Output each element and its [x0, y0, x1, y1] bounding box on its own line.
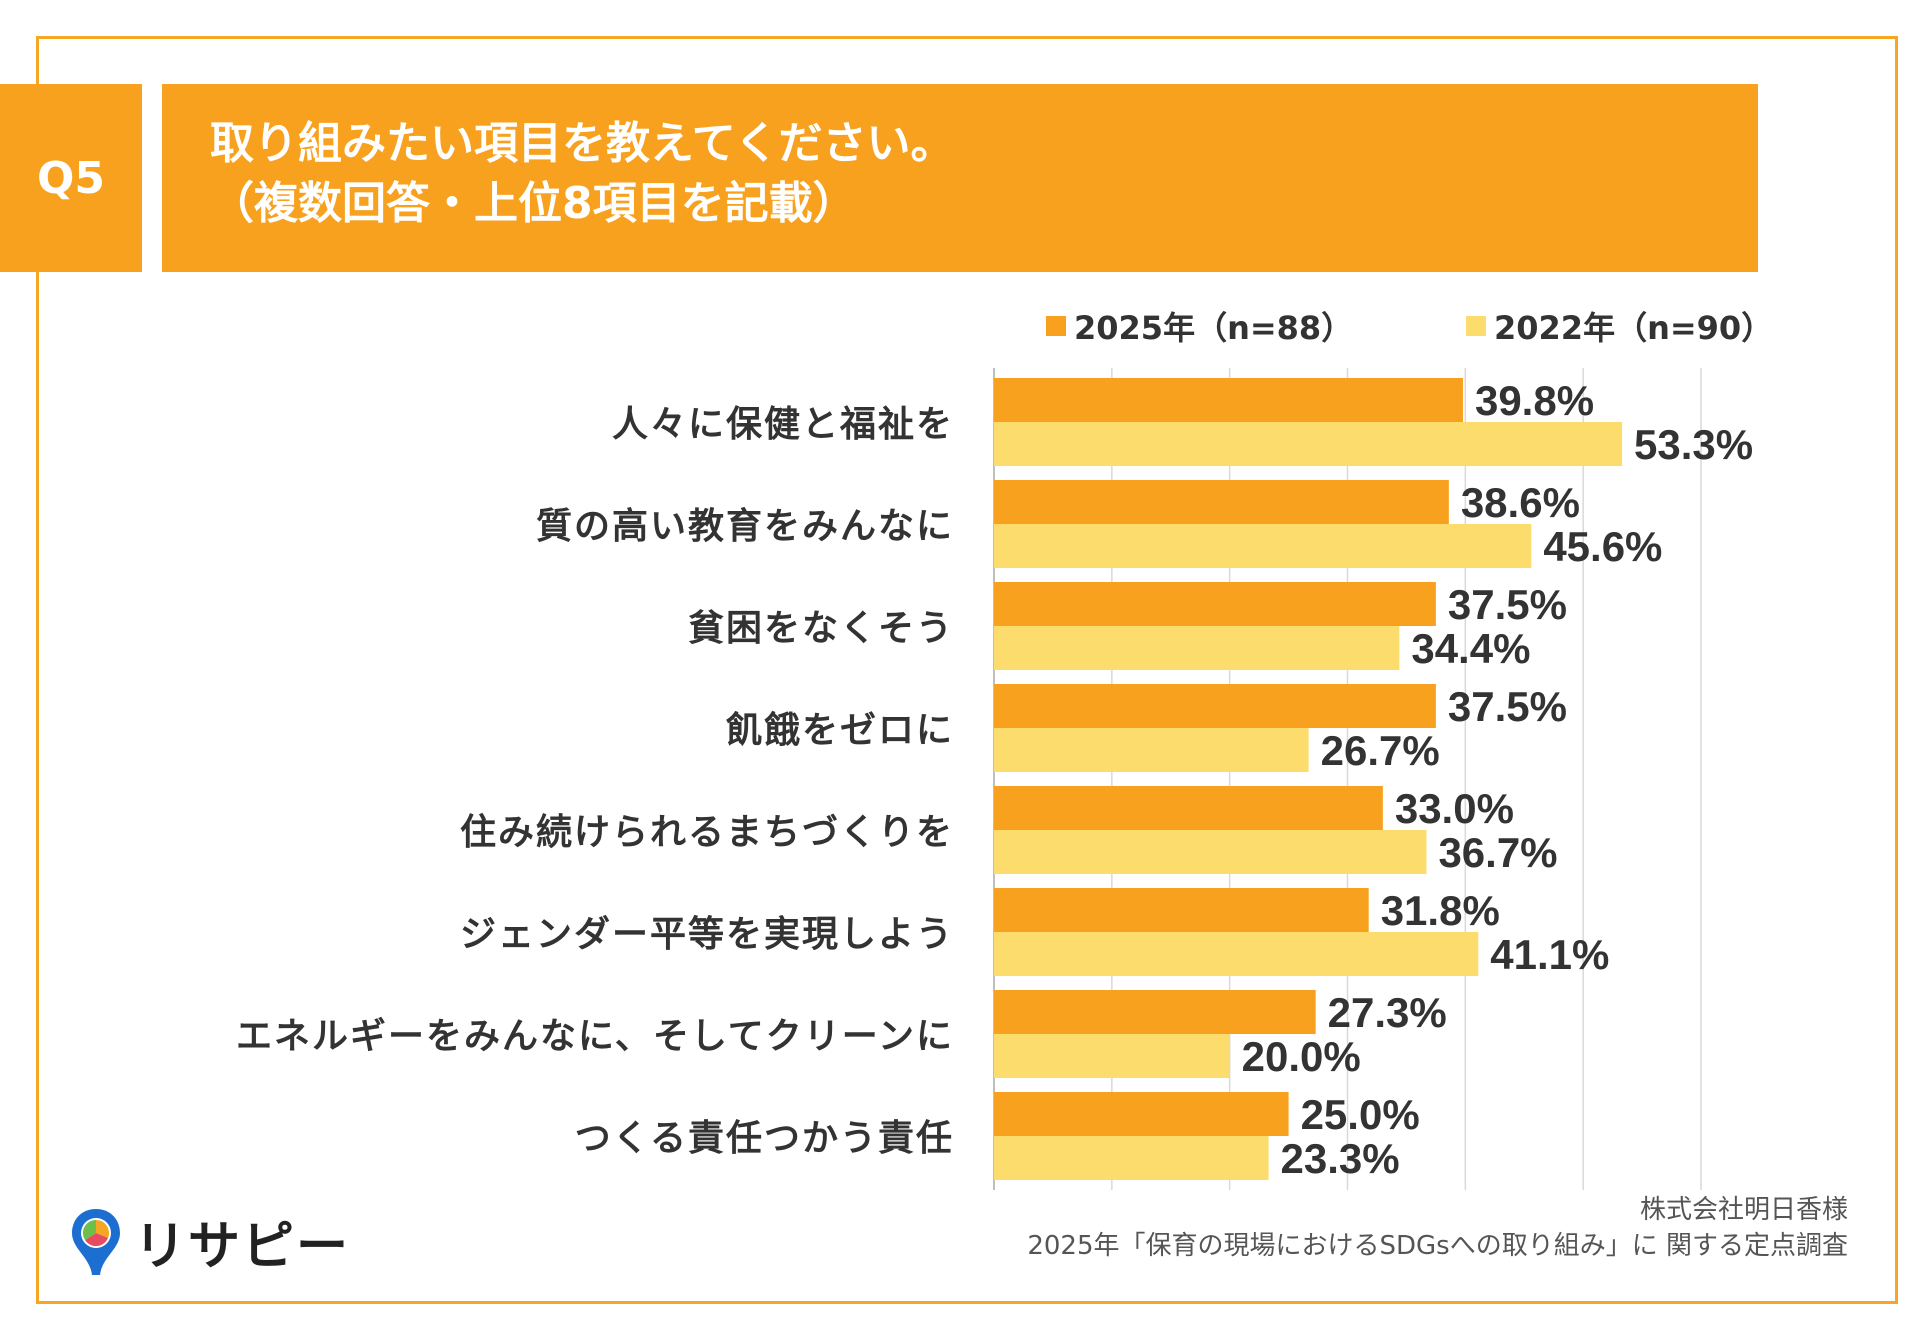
data-label: 20.0% [1242, 1033, 1361, 1080]
data-label: 25.0% [1301, 1091, 1420, 1138]
question-number: Q5 [36, 152, 106, 204]
data-label: 27.3% [1328, 989, 1447, 1036]
category-label: ジェンダー平等を実現しよう [460, 914, 954, 955]
bar-2025 [994, 378, 1463, 422]
bar-2022 [994, 1034, 1230, 1078]
source-survey: 2025年「保育の現場におけるSDGsへの取り組み」に 関する定点調査 [1027, 1231, 1848, 1261]
data-label: 38.6% [1461, 479, 1580, 526]
question-badge: Q5 [0, 84, 142, 272]
source-note: 株式会社明日香様 2025年「保育の現場におけるSDGsへの取り組み」に 関する… [1027, 1192, 1848, 1264]
bar-layer [994, 378, 1623, 1180]
bar-2025 [994, 888, 1369, 932]
title-band: 取り組みたい項目を教えてください。 （複数回答・上位8項目を記載） [162, 84, 1758, 272]
category-label: つくる責任つかう責任 [575, 1118, 954, 1159]
data-label: 45.6% [1543, 523, 1662, 570]
category-label: 貧困をなくそう [688, 608, 954, 649]
bar-2022 [994, 1136, 1269, 1180]
category-label: エネルギーをみんなに、そしてクリーンに [236, 1016, 954, 1057]
data-label: 23.3% [1281, 1135, 1400, 1182]
bar-2022 [994, 524, 1532, 568]
question-title: 取り組みたい項目を教えてください。 [210, 118, 955, 169]
map-pin-icon [72, 1208, 120, 1275]
logo-text: リサピー [134, 1217, 351, 1277]
label-layer: 人々に保健と福祉を 39.8% 53.3% 質の高い教育をみんなに 38.6%45.6%… [236, 377, 1753, 1182]
data-label: 41.1% [1490, 931, 1609, 978]
question-subtitle: （複数回答・上位8項目を記載） [210, 178, 857, 229]
legend-label-2022: 2022年（n=90） [1494, 309, 1774, 347]
page-frame [36, 36, 1898, 1304]
category-label: 質の高い教育をみんなに [536, 506, 954, 547]
category-label: 住み続けられるまちづくりを [460, 812, 954, 853]
logo: リサピー [68, 1204, 350, 1279]
legend-item-2025: 2025年（n=88） [1046, 303, 1353, 349]
data-label: 34.4% [1411, 625, 1530, 672]
data-label: 37.5% [1448, 581, 1567, 628]
bar-2022 [994, 422, 1623, 466]
bar-2022 [994, 626, 1400, 670]
data-label: 26.7% [1321, 727, 1440, 774]
legend-swatch-2022 [1466, 316, 1486, 336]
bar-2025 [994, 786, 1383, 830]
bar-2025 [994, 684, 1436, 728]
bar-2022 [994, 728, 1309, 772]
bar-2022 [994, 830, 1427, 874]
bar-2025 [994, 1092, 1289, 1136]
data-label: 39.8% [1475, 377, 1594, 424]
data-label: 33.0% [1395, 785, 1514, 832]
data-label: 36.7% [1438, 829, 1557, 876]
legend-swatch-2025 [1046, 316, 1066, 336]
legend-label-2025: 2025年（n=88） [1074, 309, 1354, 347]
data-label: 53.3% [1634, 421, 1753, 468]
source-client: 株式会社明日香様 [1639, 1195, 1848, 1225]
data-label: 31.8% [1381, 887, 1500, 934]
data-label: 37.5% [1448, 683, 1567, 730]
bar-2022 [994, 932, 1479, 976]
category-label: 人々に保健と福祉を [612, 404, 954, 445]
bar-2025 [994, 480, 1449, 524]
bar-2025 [994, 582, 1436, 626]
category-label: 飢餓をゼロに [726, 710, 954, 751]
bar-2025 [994, 990, 1316, 1034]
legend-item-2022: 2022年（n=90） [1466, 303, 1773, 349]
